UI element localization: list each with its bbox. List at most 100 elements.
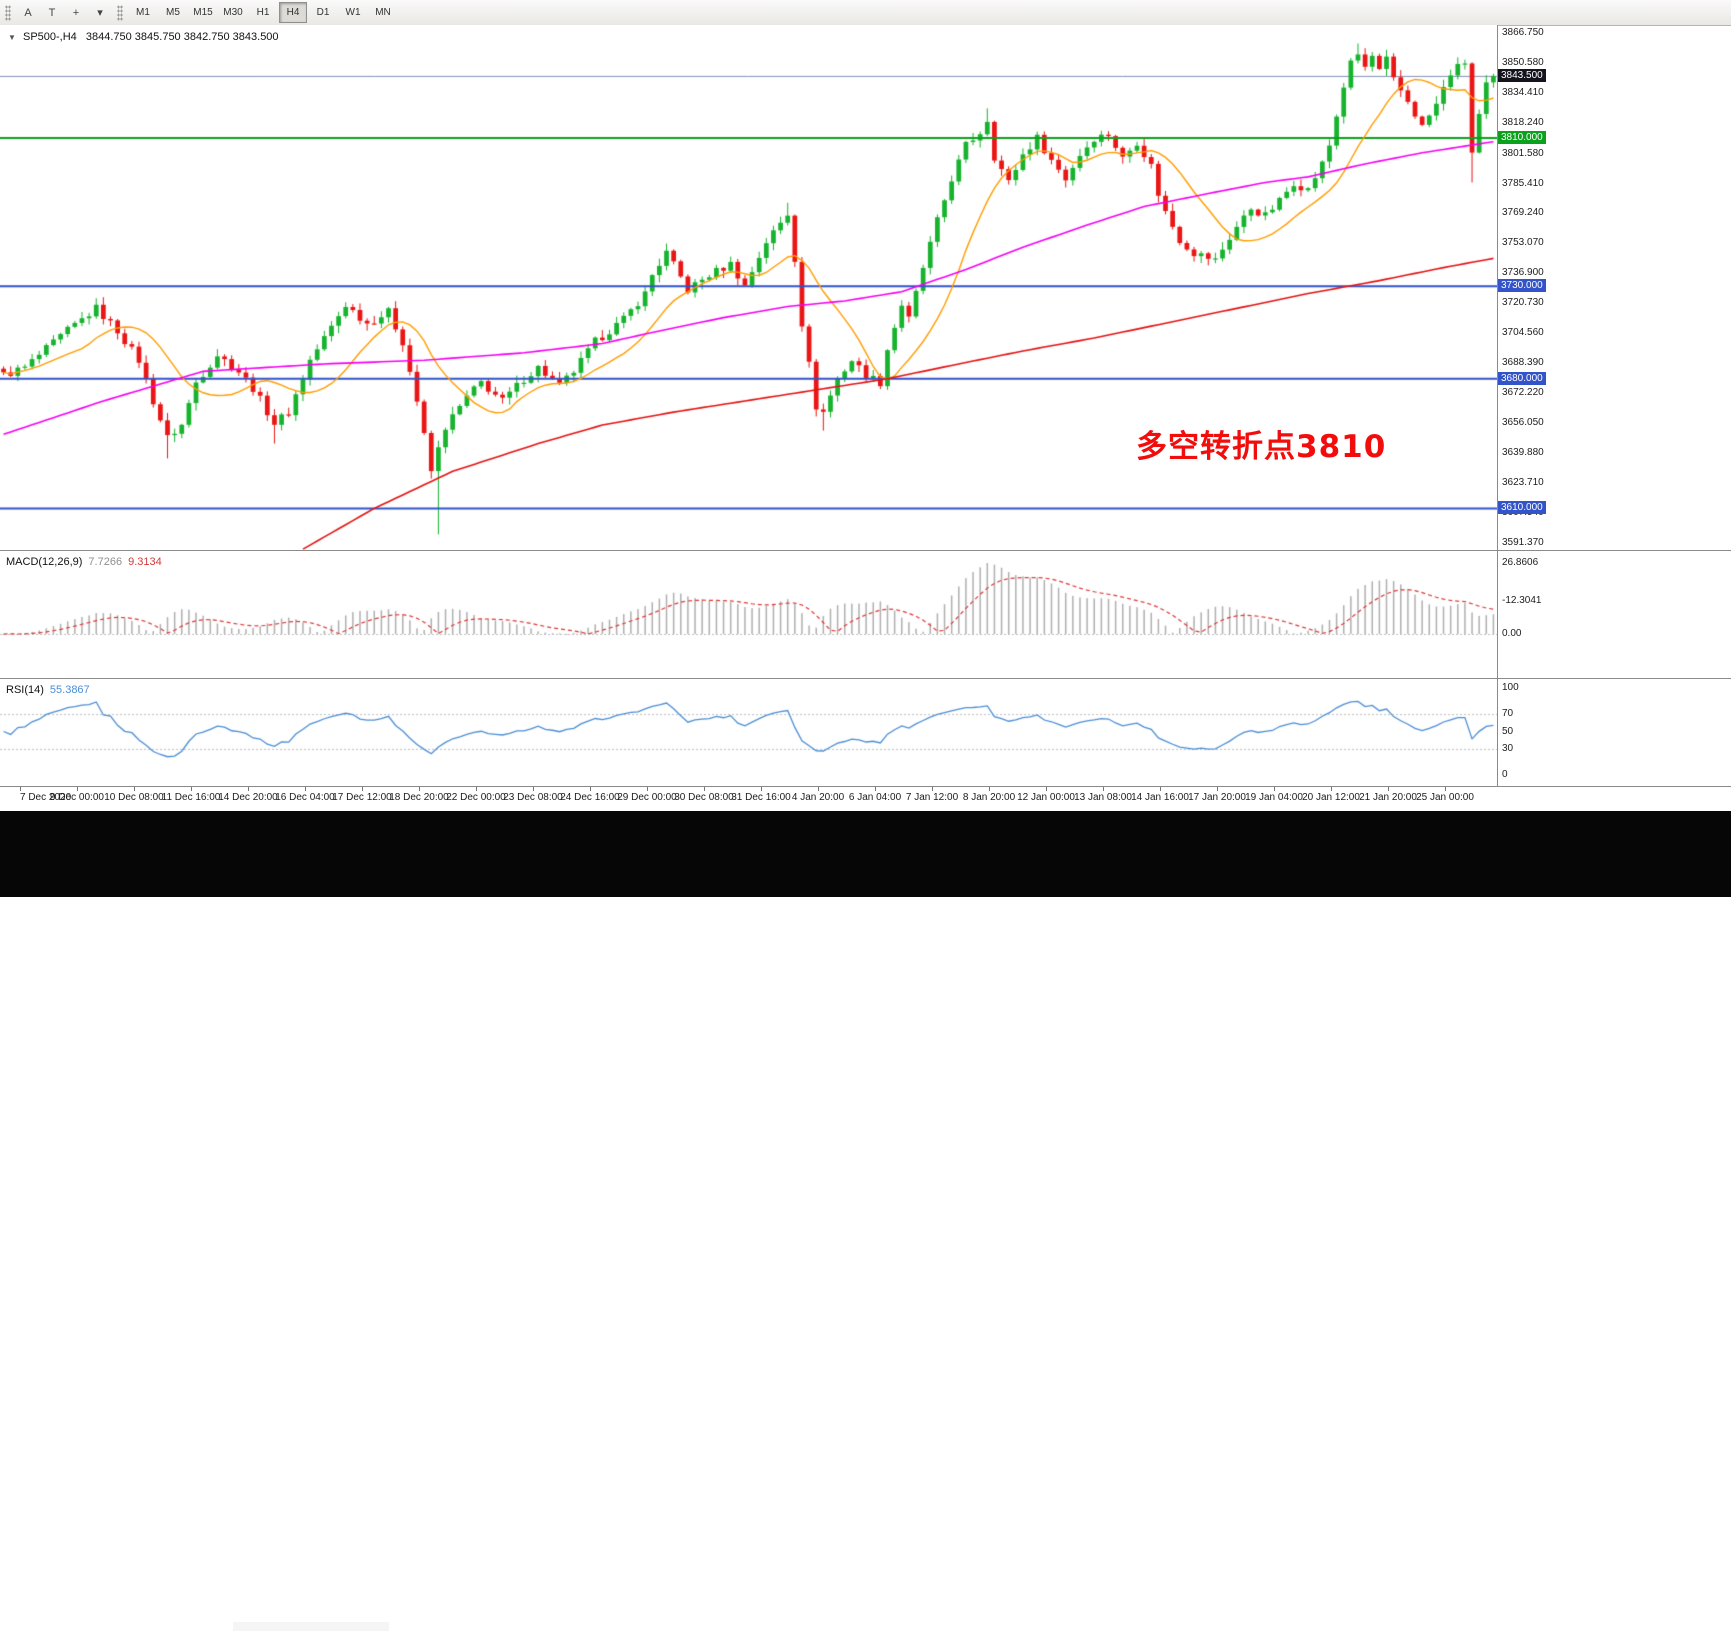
price-tick-label: 3591.370 bbox=[1502, 536, 1544, 548]
timeframe-button-w1[interactable]: W1 bbox=[345, 7, 361, 18]
rsi-axis-label: 50 bbox=[1502, 725, 1514, 737]
price-tick-label: 3801.580 bbox=[1502, 147, 1544, 159]
time-tick-mark bbox=[818, 787, 819, 791]
time-tick-label: 18 Dec 20:00 bbox=[389, 792, 449, 803]
time-tick-label: 20 Jan 12:00 bbox=[1302, 792, 1360, 803]
taskbar-item[interactable] bbox=[233, 1622, 389, 1631]
macd-indicator-canvas[interactable] bbox=[0, 551, 1497, 679]
rsi-value: 55.3867 bbox=[49, 684, 90, 696]
time-tick-label: 12 Jan 00:00 bbox=[1017, 792, 1075, 803]
time-tick-mark bbox=[77, 787, 78, 791]
time-tick-mark bbox=[932, 787, 933, 791]
time-tick-label: 11 Dec 16:00 bbox=[161, 792, 221, 803]
price-tick-label: 3818.240 bbox=[1502, 116, 1544, 128]
time-tick-label: 14 Jan 16:00 bbox=[1131, 792, 1189, 803]
time-tick-mark bbox=[362, 787, 363, 791]
panel-separator[interactable] bbox=[0, 678, 1731, 679]
time-tick-label: 4 Jan 20:00 bbox=[791, 792, 845, 803]
rsi-name: RSI(14) bbox=[6, 684, 44, 696]
time-tick-mark bbox=[419, 787, 420, 791]
crosshair-tool-icon[interactable]: + bbox=[72, 6, 80, 19]
rsi-indicator-canvas[interactable] bbox=[0, 679, 1497, 787]
time-tick-mark bbox=[305, 787, 306, 791]
time-tick-label: 23 Dec 08:00 bbox=[503, 792, 563, 803]
timeframe-button-d1[interactable]: D1 bbox=[316, 7, 330, 18]
tool-icons-group: A T + ▾ bbox=[16, 2, 112, 23]
time-tick-label: 14 Dec 20:00 bbox=[218, 792, 278, 803]
time-tick-mark bbox=[248, 787, 249, 791]
timeframe-button-m15[interactable]: M15 bbox=[193, 7, 213, 18]
time-tick-mark bbox=[1274, 787, 1275, 791]
chart-text-annotation: 多空转折点3810 bbox=[1136, 429, 1387, 465]
timeframe-buttons-group: M1 M5 M15 M30 H1 H4 D1 W1 MN bbox=[128, 2, 398, 23]
level-price-box: 3810.000 bbox=[1498, 130, 1546, 144]
price-tick-label: 3850.580 bbox=[1502, 56, 1544, 68]
timeframe-button-h1[interactable]: H1 bbox=[256, 7, 270, 18]
time-tick-label: 13 Jan 08:00 bbox=[1074, 792, 1132, 803]
bottom-taskbar bbox=[0, 811, 1731, 1631]
macd-axis-label: 26.8606 bbox=[1502, 557, 1539, 568]
chart-ohlc-values: 3844.750 3845.750 3842.750 3843.500 bbox=[85, 31, 279, 43]
macd-signal-value: 9.3134 bbox=[128, 556, 162, 568]
timeframe-button-m30[interactable]: M30 bbox=[223, 7, 243, 18]
time-tick-mark bbox=[875, 787, 876, 791]
arrow-label-tool-icon[interactable]: A bbox=[24, 6, 32, 19]
macd-main-value: 7.7266 bbox=[88, 556, 123, 568]
time-tick-label: 19 Jan 04:00 bbox=[1245, 792, 1303, 803]
panel-separator bbox=[0, 786, 1731, 787]
timeframe-button-mn[interactable]: MN bbox=[375, 7, 391, 18]
time-tick-label: 16 Dec 04:00 bbox=[275, 792, 335, 803]
time-tick-mark bbox=[590, 787, 591, 791]
macd-axis-label: -12.3041 bbox=[1502, 595, 1542, 607]
time-tick-label: 9 Dec 00:00 bbox=[50, 792, 104, 803]
time-tick-mark bbox=[533, 787, 534, 791]
time-tick-mark bbox=[20, 787, 21, 791]
time-tick-label: 10 Dec 08:00 bbox=[104, 792, 164, 803]
time-tick-mark bbox=[1217, 787, 1218, 791]
price-axis-border bbox=[1497, 25, 1498, 811]
time-tick-mark bbox=[1445, 787, 1446, 791]
top-toolbar: A T + ▾ M1 M5 M15 M30 H1 H4 D1 W1 MN bbox=[0, 0, 1731, 26]
chart-title: ▼ SP500-,H4 3844.750 3845.750 3842.750 3… bbox=[8, 31, 279, 43]
price-tick-label: 3688.390 bbox=[1502, 357, 1544, 369]
time-tick-mark bbox=[1331, 787, 1332, 791]
templates-dropdown-icon[interactable]: ▾ bbox=[97, 7, 103, 19]
chart-dropdown-icon[interactable]: ▼ bbox=[8, 33, 16, 42]
price-tick-label: 3656.050 bbox=[1502, 417, 1544, 429]
time-tick-mark bbox=[989, 787, 990, 791]
price-tick-label: 3704.560 bbox=[1502, 327, 1544, 339]
time-tick-mark bbox=[1388, 787, 1389, 791]
timeframe-button-m1[interactable]: M1 bbox=[136, 7, 150, 18]
price-tick-label: 3623.710 bbox=[1502, 477, 1544, 488]
time-tick-label: 31 Dec 16:00 bbox=[731, 792, 791, 803]
time-tick-mark bbox=[476, 787, 477, 791]
time-tick-label: 29 Dec 00:00 bbox=[617, 792, 677, 803]
time-tick-label: 6 Jan 04:00 bbox=[848, 792, 902, 803]
toolbar-grip-icon[interactable] bbox=[117, 4, 123, 21]
toolbar-grip-icon[interactable] bbox=[5, 4, 11, 21]
price-tick-label: 3736.900 bbox=[1502, 267, 1544, 279]
time-tick-label: 24 Dec 16:00 bbox=[560, 792, 620, 803]
timeframe-button-m5[interactable]: M5 bbox=[166, 7, 180, 18]
level-price-box: 3680.000 bbox=[1498, 371, 1546, 385]
time-tick-label: 25 Jan 00:00 bbox=[1416, 792, 1474, 803]
time-tick-label: 30 Dec 08:00 bbox=[674, 792, 734, 803]
time-tick-mark bbox=[1160, 787, 1161, 791]
level-price-box: 3730.000 bbox=[1498, 279, 1546, 293]
time-tick-label: 8 Jan 20:00 bbox=[962, 792, 1016, 803]
time-tick-mark bbox=[647, 787, 648, 791]
rsi-label: RSI(14) 55.3867 bbox=[6, 684, 90, 696]
macd-name: MACD(12,26,9) bbox=[6, 556, 83, 568]
timeframe-button-h4[interactable]: H4 bbox=[279, 2, 307, 23]
time-tick-mark bbox=[191, 787, 192, 791]
price-tick-label: 3834.410 bbox=[1502, 86, 1544, 98]
time-tick-label: 17 Dec 12:00 bbox=[332, 792, 392, 803]
time-tick-mark bbox=[1046, 787, 1047, 791]
panel-separator[interactable] bbox=[0, 550, 1731, 551]
macd-label: MACD(12,26,9) 7.7266 9.3134 bbox=[6, 556, 162, 568]
rsi-axis-label: 70 bbox=[1502, 708, 1514, 720]
text-tool-icon[interactable]: T bbox=[48, 6, 56, 19]
time-axis[interactable] bbox=[0, 787, 1731, 811]
price-chart-canvas[interactable] bbox=[0, 25, 1497, 551]
rsi-axis-label: 0 bbox=[1502, 769, 1508, 780]
